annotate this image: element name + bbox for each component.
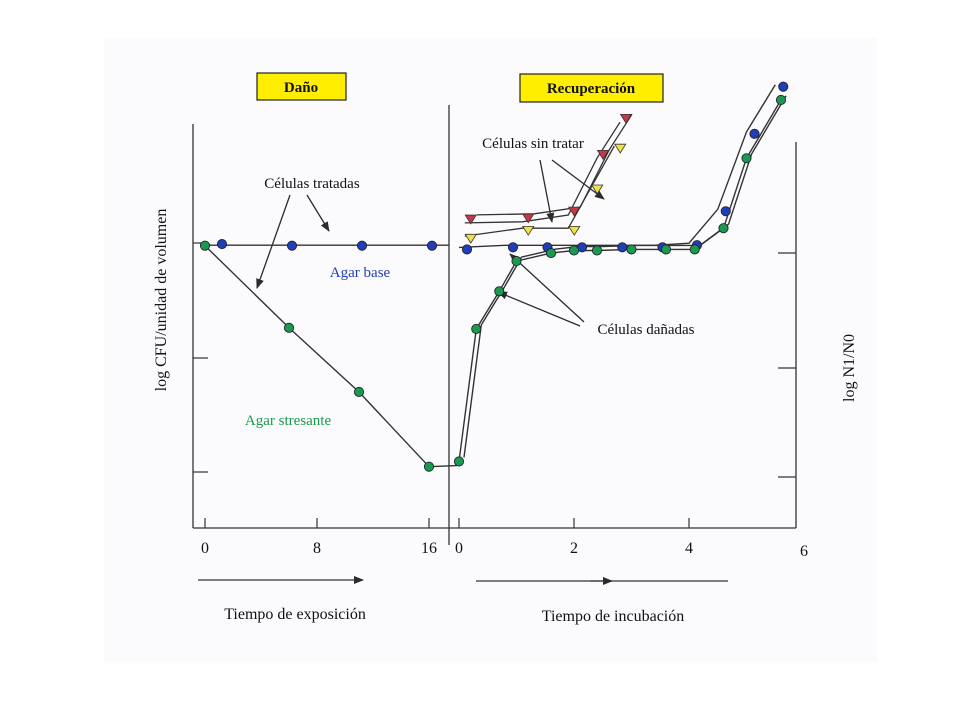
point-incubation-agar-stresante xyxy=(626,244,637,255)
exposure-axis-label: Tiempo de exposición xyxy=(224,606,366,623)
point-incubation-agar-base xyxy=(778,81,789,92)
point-exposure-agar-stresante xyxy=(199,240,211,251)
pointer-damaged-2 xyxy=(497,291,581,327)
point-incubation-agar-stresante xyxy=(689,244,700,255)
incubation-tick-label: 4 xyxy=(685,540,693,557)
point-incubation-agar-stresante xyxy=(511,256,522,267)
pointer-damaged-1 xyxy=(509,253,585,323)
line-untreated-base-parallel xyxy=(476,113,633,216)
line-incubation-agar-stresante-parallel xyxy=(463,95,787,458)
point-untreated-stress xyxy=(614,143,627,154)
point-incubation-agar-stresante xyxy=(660,244,672,255)
point-incubation-agar-stresante xyxy=(568,245,580,256)
point-incubation-agar-stresante xyxy=(545,248,557,259)
point-exposure-agar-base xyxy=(216,239,228,250)
incubation-tick-label: 2 xyxy=(570,540,578,557)
point-untreated-base xyxy=(596,149,610,160)
label-agar-stresante: Agar stresante xyxy=(245,413,332,429)
point-incubation-agar-stresante xyxy=(471,323,482,334)
incubation-tick-label: 6 xyxy=(800,543,808,560)
point-untreated-stress xyxy=(591,184,604,195)
pointer-untreated-2 xyxy=(551,159,605,200)
point-untreated-stress xyxy=(522,225,535,236)
figure-panel xyxy=(104,38,877,662)
point-untreated-stress xyxy=(568,225,581,236)
right-y-axis-label: log N1/N0 xyxy=(841,334,858,402)
left-y-axis-label: log CFU/unidad de volumen xyxy=(153,209,170,392)
phase-label-dano: Daño xyxy=(256,72,347,101)
line-untreated-base xyxy=(464,121,621,224)
point-untreated-base xyxy=(464,214,477,225)
phase-box-dano xyxy=(256,72,347,101)
point-incubation-agar-stresante xyxy=(453,456,465,467)
point-exposure-agar-stresante xyxy=(423,461,435,472)
point-incubation-agar-stresante xyxy=(494,286,505,297)
phase-label-text: Daño xyxy=(284,80,318,96)
point-incubation-agar-base xyxy=(507,242,519,253)
point-untreated-base xyxy=(568,206,581,217)
point-exposure-agar-base xyxy=(286,240,298,251)
point-untreated-base xyxy=(619,113,633,124)
point-exposure-agar-base xyxy=(426,240,438,251)
annotation-treated-cells: Células tratadas xyxy=(264,176,360,192)
point-untreated-base xyxy=(522,213,535,224)
exposure-tick-label: 16 xyxy=(421,540,437,557)
exposure-tick-label: 8 xyxy=(313,540,321,557)
point-incubation-agar-base xyxy=(617,242,628,253)
point-incubation-agar-stresante xyxy=(718,223,729,234)
point-incubation-agar-stresante xyxy=(591,245,603,256)
line-untreated-stress xyxy=(464,145,615,237)
point-incubation-agar-base xyxy=(720,206,731,217)
line-incubation-agar-base xyxy=(458,84,776,249)
phase-label-recuperacion: Recuperación xyxy=(519,73,664,103)
point-untreated-stress xyxy=(464,233,477,244)
annotation-damaged-cells: Células dañadas xyxy=(597,322,694,338)
point-incubation-agar-stresante xyxy=(775,94,787,105)
point-incubation-agar-base xyxy=(749,128,760,139)
exposure-tick-label: 0 xyxy=(201,540,209,557)
point-exposure-agar-base xyxy=(356,240,368,251)
label-agar-base: Agar base xyxy=(330,265,391,281)
annotation-untreated-cells: Células sin tratar xyxy=(482,136,584,152)
point-exposure-agar-stresante xyxy=(353,386,365,398)
point-incubation-agar-base xyxy=(461,244,473,255)
incubation-axis-label: Tiempo de incubación xyxy=(542,608,685,625)
point-incubation-agar-stresante xyxy=(741,153,752,164)
phase-label-text: Recuperación xyxy=(547,81,636,97)
phase-box-recuperacion xyxy=(519,73,664,103)
pointer-treated-base xyxy=(306,194,330,232)
pointer-treated-stress xyxy=(256,194,291,289)
incubation-tick-label: 0 xyxy=(455,540,463,557)
point-exposure-agar-stresante xyxy=(283,322,295,333)
